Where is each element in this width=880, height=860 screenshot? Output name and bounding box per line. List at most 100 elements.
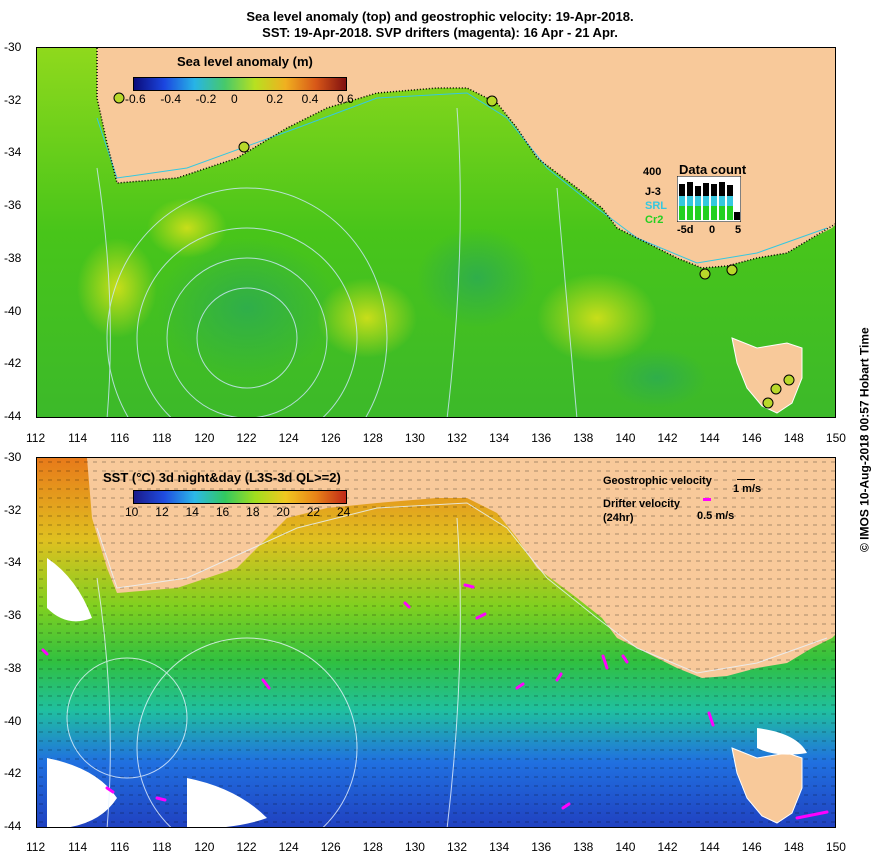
latitude-tick-label: -30 <box>4 40 22 54</box>
copyright-credit: © IMOS 10-Aug-2018 00:57 Hobart Time <box>858 327 872 552</box>
drifter-velocity-label: Drifter velocity <box>603 498 681 510</box>
longitude-tick-label: 144 <box>699 431 720 445</box>
sst-colorbar-tick: 22 <box>306 505 321 519</box>
data-count-xtick-neg5: -5d <box>677 224 694 236</box>
sla-colorbar-tick: 0 <box>231 92 238 106</box>
sla-colorbar-tick: 0.2 <box>266 92 284 106</box>
longitude-tick-label: 112 <box>26 431 46 445</box>
longitude-tick-label: 118 <box>152 840 172 854</box>
geostrophic-scale-arrow <box>737 479 755 480</box>
sla-colorbar-tick: -0.6 <box>125 92 146 106</box>
longitude-tick-label: 144 <box>699 840 720 854</box>
longitude-tick-label: 150 <box>825 431 846 445</box>
longitude-tick-label: 130 <box>404 840 425 854</box>
sst-colorbar-tick: 18 <box>246 505 260 519</box>
data-count-title: Data count <box>679 162 747 177</box>
latitude-tick-label: -44 <box>4 818 22 833</box>
longitude-tick-label: 136 <box>531 431 552 445</box>
sst-map: SST (°C) 3d night&day (L3S-3d QL>=2) 10 1… <box>36 457 836 828</box>
series-label-cr2: Cr2 <box>645 214 664 226</box>
longitude-tick-label: 122 <box>236 431 257 445</box>
series-label-srl: SRL <box>645 200 667 212</box>
longitude-tick-label: 134 <box>489 840 510 854</box>
latitude-tick-label: -42 <box>4 766 22 781</box>
longitude-tick-label: 146 <box>741 431 762 445</box>
longitude-tick-label: 120 <box>194 431 215 445</box>
data-count-inset: Data count 400 J-3 SRL Cr2 -5d 0 5 <box>643 162 763 242</box>
series-label-j3: J-3 <box>645 186 661 198</box>
sst-colorbar-title: SST (°C) 3d night&day (L3S-3d QL>=2) <box>103 470 341 485</box>
sst-colorbar-tick: 14 <box>185 505 199 519</box>
data-count-xtick-0: 0 <box>709 224 716 236</box>
map-title-line2: SST: 19-Apr-2018. SVP drifters (magenta)… <box>262 25 618 40</box>
sst-colorbar-ticks: 10 12 14 16 18 20 22 24 <box>123 505 355 519</box>
longitude-tick-label: 116 <box>110 840 130 854</box>
sla-colorbar <box>133 77 347 91</box>
latitude-tick-label: -30 <box>4 450 22 464</box>
drifter-scale-arrow <box>703 498 711 501</box>
map-title-line1: Sea level anomaly (top) and geostrophic … <box>246 9 634 24</box>
latitude-tick-label: -38 <box>4 250 22 265</box>
latitude-tick-label: -32 <box>4 502 22 517</box>
drifter-velocity-period: (24hr) <box>603 512 634 524</box>
sla-map-graphic <box>37 48 835 417</box>
latitude-tick-label: -38 <box>4 660 22 675</box>
latitude-tick-label: -32 <box>4 92 22 107</box>
sst-colorbar <box>133 490 347 504</box>
longitude-tick-label: 140 <box>615 431 636 445</box>
longitude-tick-label: 138 <box>573 840 594 854</box>
sst-colorbar-tick: 20 <box>276 505 290 519</box>
longitude-tick-label: 128 <box>362 431 383 445</box>
longitude-tick-label: 124 <box>278 431 299 445</box>
sst-map-graphic <box>37 458 835 827</box>
longitude-tick-label: 142 <box>657 840 678 854</box>
longitude-tick-label: 122 <box>236 840 257 854</box>
longitude-tick-label: 124 <box>278 840 299 854</box>
longitude-tick-label: 112 <box>26 840 46 854</box>
sla-colorbar-tick: 0.4 <box>301 92 319 106</box>
longitude-tick-label: 142 <box>657 431 678 445</box>
longitude-tick-label: 132 <box>447 431 468 445</box>
longitude-tick-label: 128 <box>362 840 383 854</box>
sst-colorbar-tick: 16 <box>215 505 230 519</box>
longitude-tick-label: 134 <box>489 431 510 445</box>
longitude-tick-label: 150 <box>825 840 846 854</box>
longitude-tick-label: 138 <box>573 431 594 445</box>
sla-colorbar-tick: -0.4 <box>160 92 182 106</box>
latitude-tick-label: -42 <box>4 356 22 371</box>
latitude-tick-label: -44 <box>4 408 22 423</box>
data-count-bars <box>677 176 741 222</box>
data-count-xtick-5: 5 <box>735 224 742 236</box>
latitude-tick-label: -36 <box>4 198 22 213</box>
longitude-tick-label: 132 <box>447 840 468 854</box>
latitude-tick-label: -40 <box>4 303 22 318</box>
longitude-tick-label: 126 <box>320 431 341 445</box>
latitude-tick-label: -36 <box>4 608 22 623</box>
sla-colorbar-title: Sea level anomaly (m) <box>177 54 313 69</box>
latitude-tick-label: -34 <box>4 145 22 160</box>
drifter-scale-value: 0.5 m/s <box>697 510 735 522</box>
longitude-tick-label: 148 <box>783 431 804 445</box>
longitude-tick-label: 146 <box>741 840 762 854</box>
sla-colorbar-ticks: -0.6 -0.4 -0.2 0 0.2 0.4 0.6 <box>123 92 355 106</box>
longitude-tick-label: 140 <box>615 840 636 854</box>
longitude-tick-label: 126 <box>320 840 341 854</box>
geostrophic-velocity-label: Geostrophic velocity <box>603 475 712 487</box>
sst-colorbar-tick: 10 <box>125 505 139 519</box>
longitude-tick-label: 118 <box>152 431 172 445</box>
longitude-tick-label: 114 <box>68 840 88 854</box>
longitude-tick-label: 116 <box>110 431 130 445</box>
longitude-tick-label: 130 <box>404 431 425 445</box>
sst-colorbar-tick: 24 <box>337 505 351 519</box>
latitude-tick-label: -40 <box>4 713 22 728</box>
longitude-tick-label: 120 <box>194 840 215 854</box>
sla-colorbar-tick: -0.2 <box>195 92 217 106</box>
sst-colorbar-tick: 12 <box>155 505 169 519</box>
data-count-ymax: 400 <box>643 166 662 178</box>
latitude-tick-label: -34 <box>4 555 22 570</box>
sla-colorbar-tick: 0.6 <box>337 92 354 106</box>
longitude-tick-label: 114 <box>68 431 88 445</box>
geostrophic-scale-value: 1 m/s <box>733 483 762 495</box>
longitude-tick-label: 148 <box>783 840 804 854</box>
sea-level-anomaly-map: Sea level anomaly (m) -0.6 -0.4 -0.2 0 0.2 0.… <box>36 47 836 418</box>
